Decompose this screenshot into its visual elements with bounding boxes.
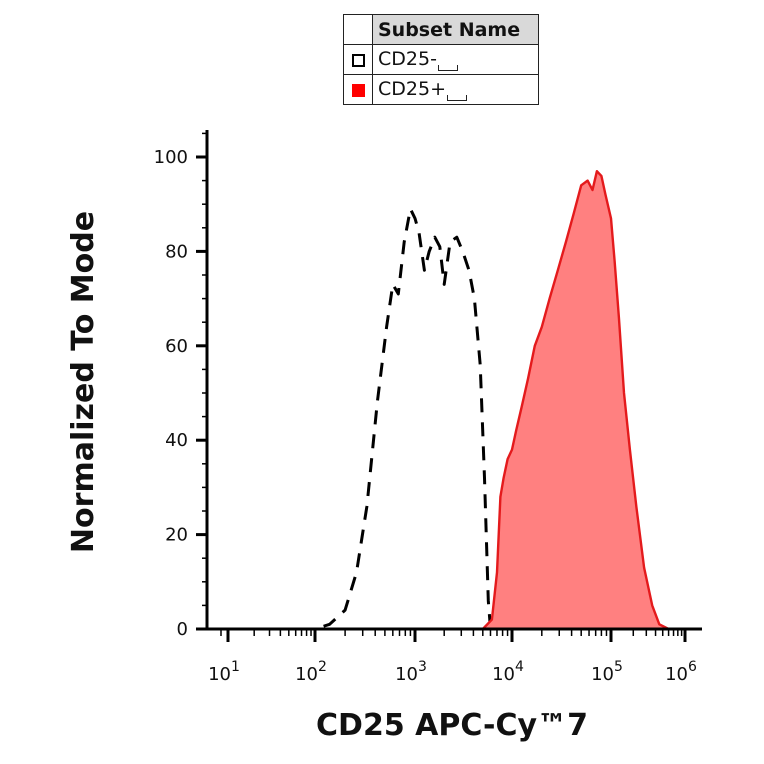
legend-header: Subset Name [372,14,539,45]
series-line-cd25- [228,207,685,631]
legend-label-cd25-neg: CD25- [378,48,437,70]
y-tick-label: 20 [165,525,188,546]
series-layer [228,169,685,631]
legend-item[interactable]: CD25- [343,44,539,75]
legend-swatch-cd25-pos [351,83,365,97]
y-tick-label: 100 [154,147,188,168]
x-tick-label: 104 [492,659,524,685]
y-tick-label: 40 [165,430,188,451]
series-line-cd25- [228,169,678,631]
x-tick-label: 102 [295,659,327,685]
y-tick-label: 60 [165,336,188,357]
y-tick-label: 0 [177,619,188,640]
y-axis-title: Normalized To Mode [66,211,101,553]
x-tick-label: 105 [591,659,623,685]
x-tick-label: 103 [395,659,427,685]
x-tick-label: 106 [665,659,697,685]
y-tick-label: 80 [165,241,188,262]
legend-tail-mark [437,65,458,71]
legend-swatch-cd25-neg [351,53,365,67]
legend-header-row: Subset Name [343,14,539,45]
series-fill-cd25- [228,171,678,629]
x-axis-title: CD25 APC-Cy™7 [316,708,588,743]
legend-label-cd25-pos: CD25+ [378,78,446,100]
axes-layer: 0 20 40 60 80 100 101 102 103 104 105 106 [154,130,702,685]
x-tick-label: 101 [208,659,240,685]
legend-tail-mark [447,95,467,101]
legend-item[interactable]: CD25+ [343,74,539,105]
legend: Subset Name CD25- CD25+ [343,14,539,105]
